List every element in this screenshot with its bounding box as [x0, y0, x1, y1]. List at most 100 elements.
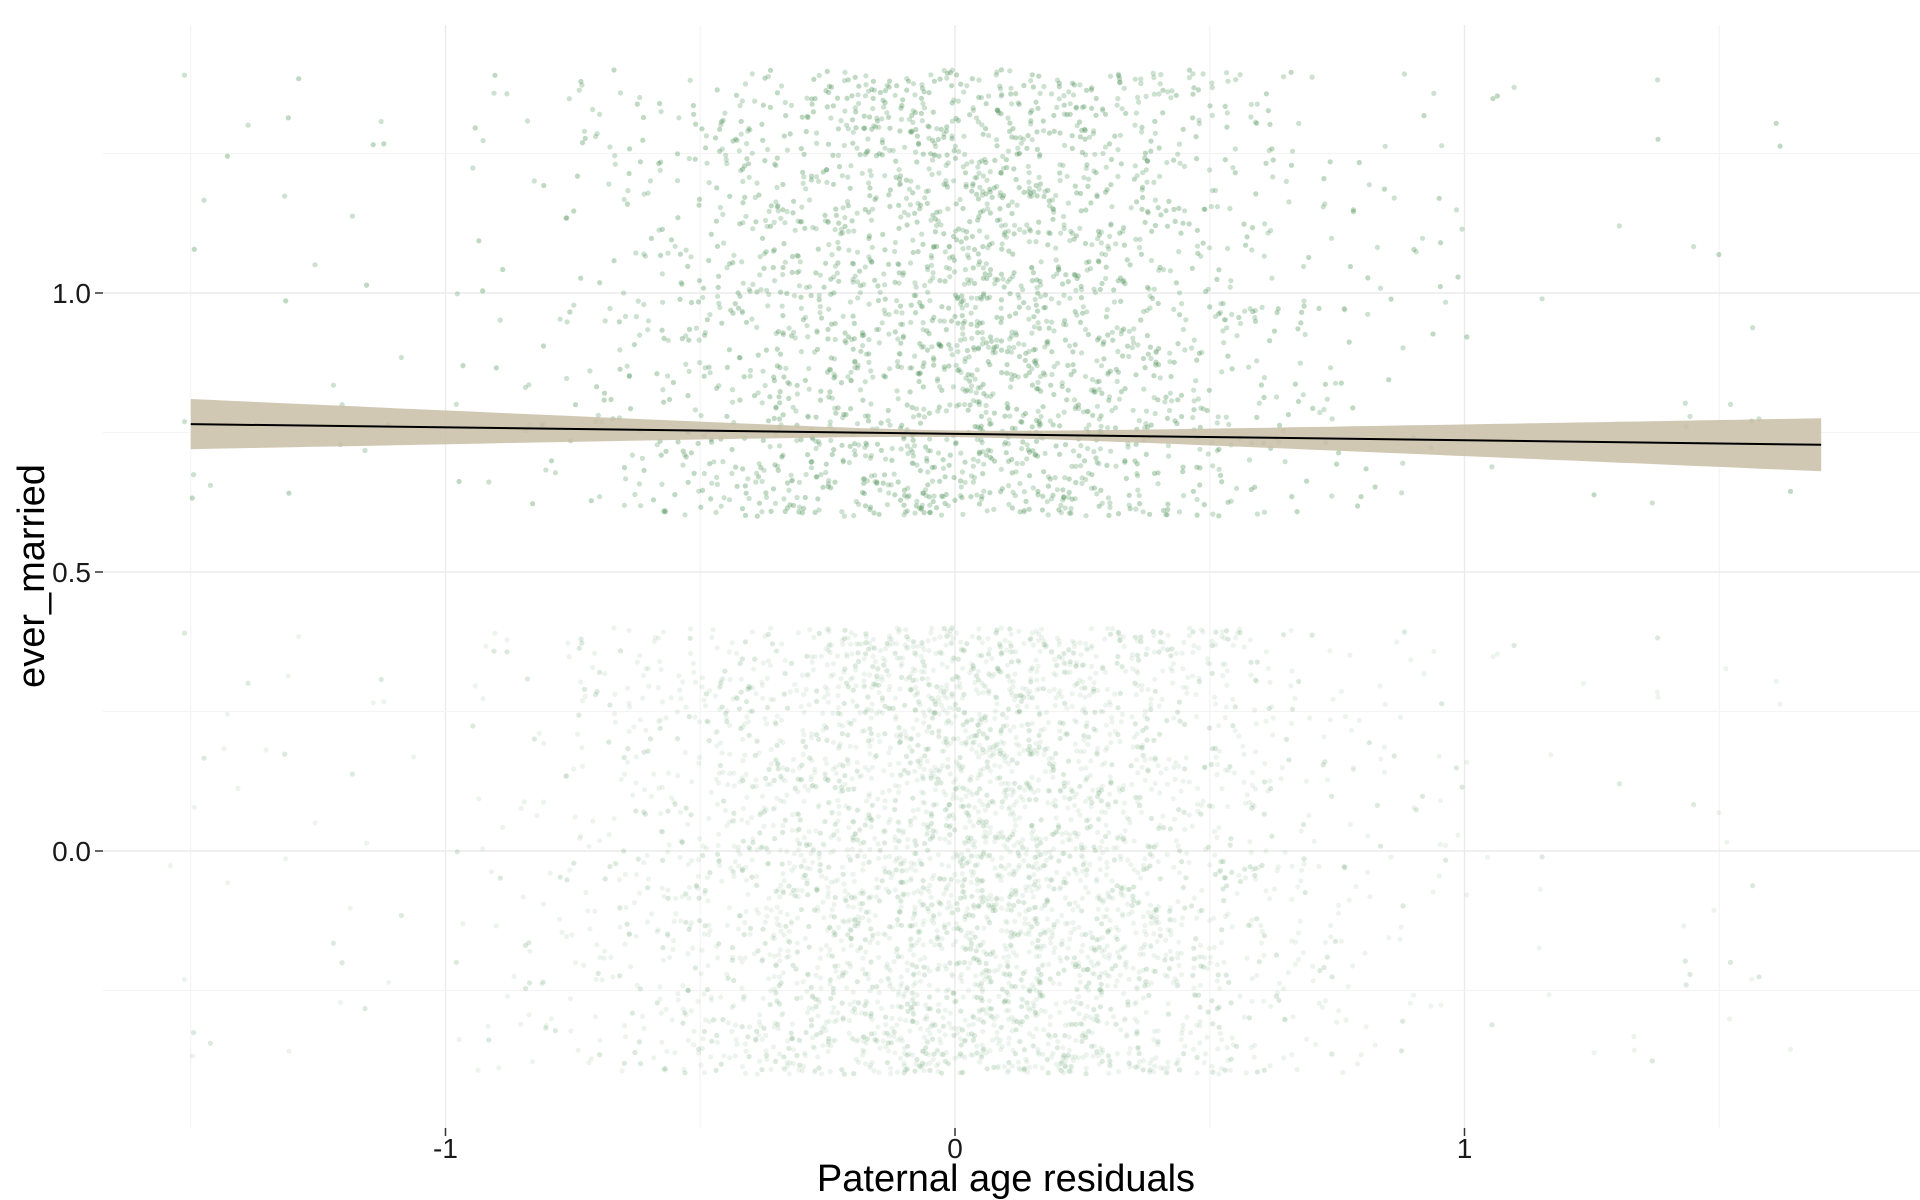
data-point	[1175, 899, 1181, 905]
data-point	[637, 986, 643, 992]
data-point	[721, 798, 727, 804]
data-point	[983, 684, 989, 690]
data-point	[637, 652, 643, 659]
data-point	[493, 923, 499, 929]
data-point	[804, 988, 810, 995]
data-point	[1030, 1033, 1036, 1040]
data-point	[780, 970, 786, 976]
data-point	[980, 746, 986, 753]
data-point	[909, 748, 915, 754]
data-point	[962, 825, 969, 831]
data-point	[540, 799, 547, 805]
data-point	[877, 647, 884, 654]
data-point	[732, 859, 738, 865]
data-point	[1268, 1003, 1274, 1010]
data-point	[784, 911, 790, 918]
data-point	[1003, 972, 1009, 978]
data-point	[1062, 1063, 1068, 1069]
data-point	[823, 943, 830, 949]
data-point	[1230, 723, 1236, 729]
data-point	[893, 716, 899, 722]
data-point	[874, 673, 880, 679]
data-point	[1022, 804, 1028, 810]
data-point	[1033, 915, 1039, 922]
data-point	[801, 691, 807, 698]
data-point	[1292, 695, 1298, 701]
data-point	[1067, 659, 1073, 665]
data-point	[900, 655, 906, 661]
data-point	[846, 1030, 852, 1036]
data-point	[578, 833, 584, 839]
data-point	[945, 756, 951, 762]
data-point	[869, 1059, 875, 1065]
data-point	[1133, 999, 1139, 1005]
data-point	[743, 877, 750, 883]
data-point	[1058, 884, 1064, 891]
data-point	[1152, 1063, 1158, 1069]
data-point	[1206, 803, 1213, 809]
data-point	[530, 1059, 536, 1065]
data-point	[980, 819, 986, 826]
data-point	[965, 835, 971, 841]
data-point	[988, 979, 994, 985]
data-point	[1248, 923, 1254, 929]
data-point	[1209, 638, 1215, 644]
data-point	[1079, 908, 1085, 914]
data-point	[847, 961, 853, 967]
data-point	[868, 959, 874, 965]
data-point	[1026, 874, 1032, 880]
data-point	[852, 663, 858, 669]
data-point	[1216, 825, 1222, 831]
data-point	[806, 923, 812, 930]
data-point	[948, 740, 954, 746]
data-point	[958, 1042, 964, 1048]
data-point	[1062, 1000, 1069, 1006]
data-point	[833, 968, 839, 974]
data-point	[927, 856, 933, 862]
data-point	[982, 976, 988, 982]
data-point	[921, 669, 928, 675]
data-point	[760, 926, 766, 932]
data-point	[796, 765, 803, 771]
data-point	[1066, 901, 1073, 907]
data-point	[1039, 963, 1045, 969]
data-point	[1096, 974, 1103, 980]
data-point	[571, 860, 577, 866]
data-point	[1118, 1027, 1124, 1033]
data-point	[623, 904, 629, 911]
data-point	[874, 885, 880, 891]
data-point	[983, 713, 989, 719]
data-point	[825, 1048, 831, 1054]
data-point	[994, 895, 1000, 901]
data-point	[1082, 694, 1088, 700]
data-point	[905, 837, 911, 843]
data-point	[718, 680, 724, 686]
data-point	[742, 1070, 749, 1076]
data-point	[1011, 949, 1017, 956]
data-point	[733, 1037, 739, 1043]
data-point	[1212, 852, 1218, 858]
data-point	[707, 928, 713, 934]
data-point	[857, 890, 864, 896]
data-point	[845, 684, 852, 690]
data-point	[1097, 1004, 1103, 1010]
data-point	[1029, 750, 1035, 756]
data-point	[225, 880, 231, 886]
data-point	[1366, 740, 1372, 746]
data-point	[1045, 800, 1051, 806]
data-point	[933, 650, 939, 657]
data-point	[1282, 1017, 1288, 1023]
data-point	[1311, 838, 1317, 844]
data-point	[971, 739, 978, 745]
data-point	[773, 721, 779, 727]
data-point	[716, 780, 722, 786]
data-point	[801, 798, 807, 804]
data-point	[1064, 705, 1070, 711]
data-point	[1010, 1019, 1017, 1025]
data-point	[998, 905, 1005, 911]
data-point	[1021, 920, 1028, 927]
data-point	[1159, 696, 1165, 702]
data-point	[1200, 798, 1206, 804]
data-point	[742, 920, 748, 926]
data-point	[976, 711, 983, 718]
